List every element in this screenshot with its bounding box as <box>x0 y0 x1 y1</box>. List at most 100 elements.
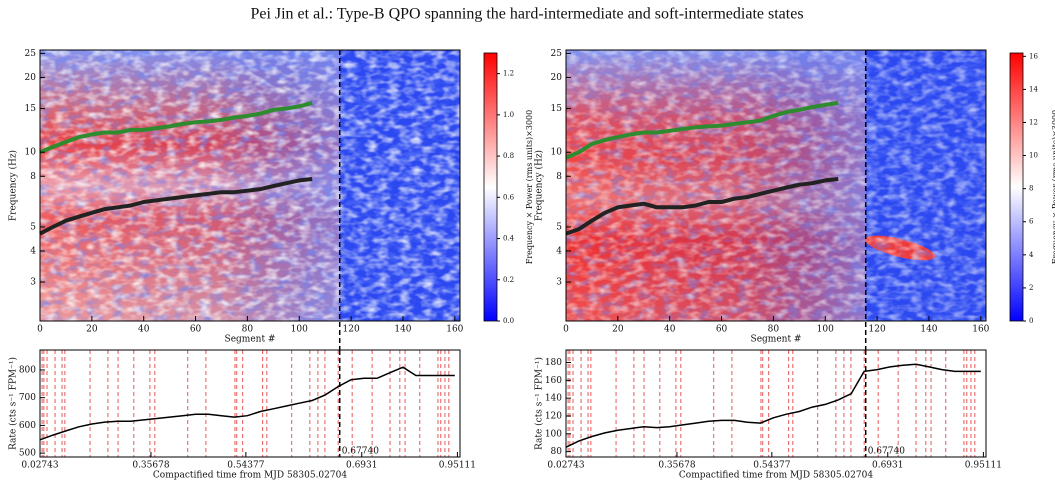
x-tick-label: 0.95111 <box>965 461 1002 471</box>
x-tick-label: 20 <box>612 325 624 335</box>
colorbar-tick-label: 4 <box>1029 251 1034 259</box>
colorbar <box>1009 52 1024 322</box>
y-tick-label: 8 <box>556 172 562 182</box>
track-line <box>565 177 839 236</box>
colorbar <box>483 52 498 322</box>
colorbar-tick-label: 14 <box>1029 85 1038 93</box>
x-tick-label: 60 <box>716 325 728 335</box>
colorbar-tick-label: 6 <box>1029 218 1034 226</box>
colorbar-tick-label: 0 <box>1029 317 1033 325</box>
y-tick-label: 120 <box>545 411 562 421</box>
y-tick-label: 800 <box>19 365 36 375</box>
y-tick-label: 8 <box>30 172 36 182</box>
x-tick-label: 120 <box>343 325 360 335</box>
x-axis-label: Compactified time from MJD 58305.02704 <box>679 471 873 481</box>
track-line <box>565 100 839 160</box>
colorbar-tick-label: 0.4 <box>503 235 515 243</box>
spectrogram-right <box>566 50 986 321</box>
rate-line <box>565 363 981 448</box>
x-tick-label: 0.95111 <box>439 461 476 471</box>
y-axis-label: Frequency (Hz) <box>534 150 545 221</box>
colorbar-tick-label: 1.0 <box>503 111 514 119</box>
x-tick-label: 0.02743 <box>21 461 58 471</box>
colorbar-tick-label: 16 <box>1029 52 1038 60</box>
y-tick-label: 700 <box>19 393 36 403</box>
x-tick-label: 0.54377 <box>753 461 790 471</box>
track-line <box>39 100 313 155</box>
y-tick-label: 15 <box>25 104 37 114</box>
figure-title: Pei Jin et al.: Type-B QPO spanning the … <box>250 6 803 23</box>
x-tick-label: 100 <box>817 325 834 335</box>
plot-frame <box>565 349 987 458</box>
plot-frame <box>39 49 461 322</box>
x-tick-label: 0.35678 <box>658 461 695 471</box>
x-tick-label: 0.54377 <box>227 461 264 471</box>
x-tick-label: 0 <box>563 325 569 335</box>
x-tick-label: 160 <box>972 325 989 335</box>
x-tick-label: 0.6931 <box>346 461 378 471</box>
y-tick-label: 160 <box>545 376 562 386</box>
y-tick-label: 20 <box>551 73 563 83</box>
x-tick-label: 120 <box>869 325 886 335</box>
y-tick-label: 100 <box>545 429 562 439</box>
x-tick-label: 60 <box>190 325 202 335</box>
spectrogram-left <box>40 50 460 321</box>
y-axis-label: Rate (cts s⁻¹ FPM⁻¹) <box>8 357 19 450</box>
annotation: 0.67740 <box>342 447 379 457</box>
y-tick-label: 3 <box>30 278 36 288</box>
y-tick-label: 10 <box>551 148 563 158</box>
x-tick-label: 0.02743 <box>547 461 584 471</box>
colorbar-tick-label: 1.2 <box>503 70 514 78</box>
x-axis-label: Segment # <box>225 335 276 345</box>
y-tick-label: 4 <box>556 247 562 257</box>
x-tick-label: 40 <box>138 325 150 335</box>
x-tick-label: 80 <box>768 325 780 335</box>
y-tick-label: 80 <box>551 447 563 457</box>
x-axis-label: Segment # <box>751 335 802 345</box>
y-tick-label: 3 <box>556 278 562 288</box>
y-tick-label: 500 <box>19 449 36 459</box>
colorbar-tick-label: 8 <box>1029 185 1033 193</box>
colorbar-tick-label: 0.2 <box>503 276 514 284</box>
y-tick-label: 5 <box>556 222 562 232</box>
track-line <box>39 177 313 236</box>
x-axis-label: Compactified time from MJD 58305.02704 <box>153 471 347 481</box>
plot-frame <box>39 349 461 458</box>
rate-line <box>39 366 455 441</box>
x-tick-label: 140 <box>920 325 937 335</box>
y-tick-label: 600 <box>19 421 36 431</box>
colorbar-label: Frequency × Power (rms units)×3000 <box>1051 110 1055 264</box>
colorbar-label: Frequency × Power (rms units)×3000 <box>525 110 534 264</box>
y-tick-label: 5 <box>30 222 36 232</box>
y-tick-label: 140 <box>545 394 562 404</box>
annotation: 0.67740 <box>868 447 905 457</box>
y-tick-label: 15 <box>551 104 563 114</box>
x-tick-label: 160 <box>446 325 463 335</box>
y-tick-label: 10 <box>25 148 37 158</box>
y-tick-label: 25 <box>25 49 37 59</box>
y-tick-label: 25 <box>551 49 563 59</box>
spectrogram-noise <box>566 50 986 321</box>
plot-frame <box>565 49 987 322</box>
y-axis-label: Rate (cts s⁻¹ FPM⁻¹) <box>534 357 545 450</box>
colorbar-tick-label: 12 <box>1029 118 1038 126</box>
y-tick-label: 4 <box>30 247 36 257</box>
colorbar-tick-label: 2 <box>1029 284 1033 292</box>
y-axis-label: Frequency (Hz) <box>8 150 19 221</box>
x-tick-label: 20 <box>86 325 98 335</box>
x-tick-label: 0.6931 <box>872 461 904 471</box>
y-tick-label: 180 <box>545 358 562 368</box>
x-tick-label: 100 <box>291 325 308 335</box>
colorbar-tick-label: 10 <box>1029 152 1038 160</box>
y-tick-label: 20 <box>25 73 37 83</box>
x-tick-label: 0.35678 <box>132 461 169 471</box>
x-tick-label: 40 <box>664 325 676 335</box>
x-tick-label: 80 <box>242 325 254 335</box>
spectrogram-noise <box>40 50 460 321</box>
x-tick-label: 140 <box>394 325 411 335</box>
colorbar-tick-label: 0.6 <box>503 193 515 201</box>
x-tick-label: 0 <box>37 325 43 335</box>
colorbar-tick-label: 0.0 <box>503 317 514 325</box>
colorbar-tick-label: 0.8 <box>503 152 514 160</box>
